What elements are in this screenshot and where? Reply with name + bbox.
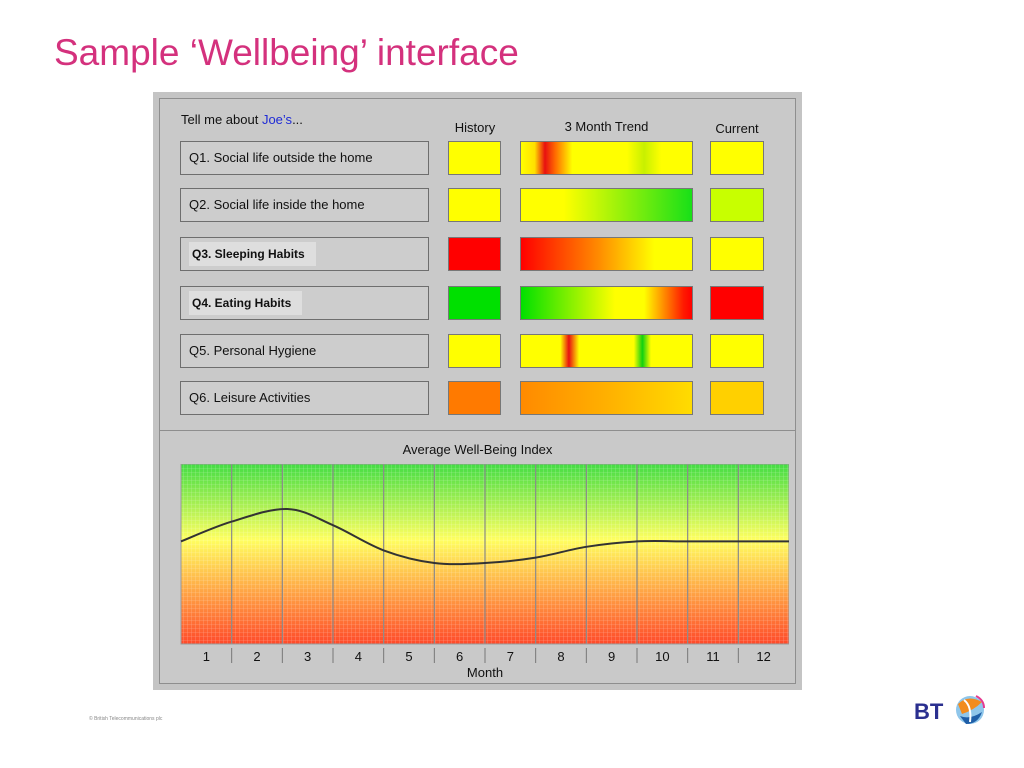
current-column-header: Current: [715, 121, 759, 136]
month-separators: [231, 464, 739, 644]
x-axis-label: Month: [466, 665, 504, 680]
x-tick-label: 11: [706, 649, 720, 664]
question-button-3[interactable]: Q3. Sleeping Habits: [180, 237, 429, 271]
wellbeing-app-window: Tell me about Joe’s... History 3 Month T…: [153, 92, 802, 690]
current-cell-4[interactable]: [710, 286, 764, 320]
question-button-4[interactable]: Q4. Eating Habits: [180, 286, 429, 320]
trend-bar-1[interactable]: [520, 141, 693, 175]
wellbeing-line-chart: 1 2 3 4 5 6 7 8 9 10 11 12: [180, 464, 789, 664]
question-label: Q5. Personal Hygiene: [189, 343, 317, 358]
person-name-link[interactable]: Joe’s: [261, 112, 293, 127]
x-tick-label: 3: [304, 649, 311, 664]
current-cell-6[interactable]: [710, 381, 764, 415]
trend-column-header: 3 Month Trend: [564, 119, 649, 134]
current-cell-2[interactable]: [710, 188, 764, 222]
trend-bar-3[interactable]: [520, 237, 693, 271]
history-cell-6[interactable]: [448, 381, 501, 415]
history-cell-2[interactable]: [448, 188, 501, 222]
x-tick-label: 9: [608, 649, 615, 664]
x-tick-label: 1: [203, 649, 210, 664]
copyright-text: © British Telecommunications plc: [89, 716, 163, 722]
trend-bar-2[interactable]: [520, 188, 693, 222]
x-axis-ticks: 1 2 3 4 5 6 7 8 9 10 11 12: [203, 648, 771, 664]
x-tick-label: 6: [456, 649, 463, 664]
wellbeing-series-line: [180, 507, 789, 566]
x-tick-label: 8: [557, 649, 564, 664]
current-cell-5[interactable]: [710, 334, 764, 368]
question-label: Q1. Social life outside the home: [189, 150, 373, 165]
question-label: Q6. Leisure Activities: [189, 390, 311, 405]
current-cell-1[interactable]: [710, 141, 764, 175]
x-tick-label: 2: [253, 649, 260, 664]
prompt-suffix: ...: [292, 112, 303, 127]
question-label: Q3. Sleeping Habits: [189, 242, 316, 266]
x-tick-label: 7: [507, 649, 514, 664]
history-cell-4[interactable]: [448, 286, 501, 320]
question-button-6[interactable]: Q6. Leisure Activities: [180, 381, 429, 415]
history-cell-5[interactable]: [448, 334, 501, 368]
history-cell-3[interactable]: [448, 237, 501, 271]
x-tick-label: 5: [405, 649, 412, 664]
section-divider: [160, 430, 795, 431]
bt-logo-text: BT: [914, 699, 944, 724]
chart-title: Average Well-Being Index: [402, 442, 553, 457]
slide-title: Sample ‘Wellbeing’ interface: [54, 32, 519, 73]
history-cell-1[interactable]: [448, 141, 501, 175]
x-tick-label: 4: [355, 649, 362, 664]
x-tick-label: 12: [756, 649, 770, 664]
current-cell-3[interactable]: [710, 237, 764, 271]
trend-bar-6[interactable]: [520, 381, 693, 415]
history-column-header: History: [454, 120, 496, 135]
question-button-5[interactable]: Q5. Personal Hygiene: [180, 334, 429, 368]
prompt-text: Tell me about Joe’s...: [181, 112, 303, 127]
bt-logo: BT: [914, 695, 985, 724]
trend-bar-4[interactable]: [520, 286, 693, 320]
question-button-2[interactable]: Q2. Social life inside the home: [180, 188, 429, 222]
x-tick-label: 10: [655, 649, 669, 664]
prompt-prefix: Tell me about: [181, 112, 262, 127]
question-label: Q2. Social life inside the home: [189, 197, 365, 212]
plot-frame: [180, 464, 789, 645]
wellbeing-panel: Tell me about Joe’s... History 3 Month T…: [159, 98, 796, 684]
question-button-1[interactable]: Q1. Social life outside the home: [180, 141, 429, 175]
trend-bar-5[interactable]: [520, 334, 693, 368]
question-label: Q4. Eating Habits: [189, 291, 303, 315]
